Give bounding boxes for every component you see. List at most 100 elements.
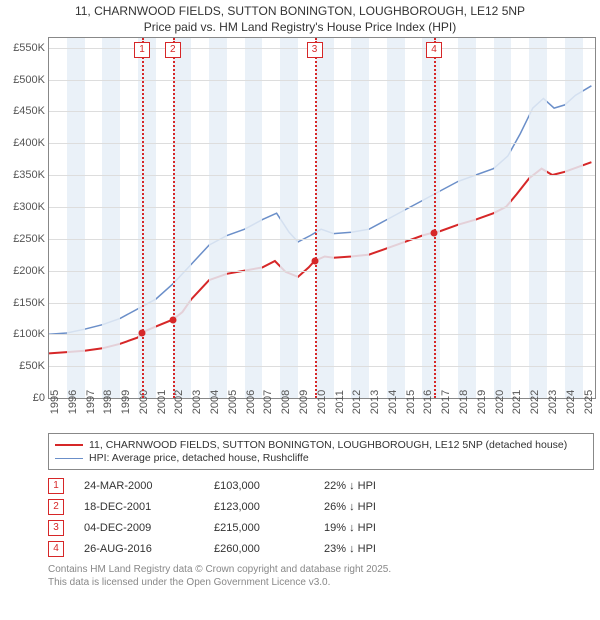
gridline	[49, 366, 595, 367]
sale-event-line	[434, 38, 436, 398]
footer-line-1: Contains HM Land Registry data © Crown c…	[48, 563, 594, 576]
year-band	[494, 38, 512, 398]
footer-line-2: This data is licensed under the Open Gov…	[48, 576, 594, 589]
x-axis-label: 2023	[547, 390, 559, 414]
sale-event-dot	[431, 229, 438, 236]
sale-date: 18-DEC-2001	[84, 501, 194, 513]
x-axis-label: 2001	[156, 390, 168, 414]
x-axis-label: 2022	[529, 390, 541, 414]
title-line-1: 11, CHARNWOOD FIELDS, SUTTON BONINGTON, …	[6, 4, 594, 20]
x-axis-label: 2016	[422, 390, 434, 414]
sale-price: £123,000	[214, 501, 304, 513]
y-axis-label: £550K	[13, 42, 45, 54]
x-axis-label: 2010	[316, 390, 328, 414]
y-axis-label: £400K	[13, 137, 45, 149]
x-axis-label: 2020	[494, 390, 506, 414]
gridline	[49, 111, 595, 112]
sale-marker-icon: 3	[48, 520, 64, 536]
sales-row: 3 04-DEC-2009 £215,000 19% ↓ HPI	[48, 520, 594, 536]
gridline	[49, 80, 595, 81]
year-band	[138, 38, 156, 398]
sales-row: 2 18-DEC-2001 £123,000 26% ↓ HPI	[48, 499, 594, 515]
year-band	[209, 38, 227, 398]
attribution-footer: Contains HM Land Registry data © Crown c…	[48, 563, 594, 589]
sale-price: £103,000	[214, 480, 304, 492]
x-axis-label: 2013	[369, 390, 381, 414]
chart-container: 11, CHARNWOOD FIELDS, SUTTON BONINGTON, …	[0, 0, 600, 589]
sale-price: £260,000	[214, 543, 304, 555]
year-band	[458, 38, 476, 398]
year-band	[67, 38, 85, 398]
sale-date: 26-AUG-2016	[84, 543, 194, 555]
year-band	[173, 38, 191, 398]
y-axis-label: £0	[33, 392, 45, 404]
legend-item: 11, CHARNWOOD FIELDS, SUTTON BONINGTON, …	[55, 439, 587, 451]
x-axis-label: 2017	[440, 390, 452, 414]
sale-hpi-delta: 23% ↓ HPI	[324, 543, 414, 555]
legend-swatch	[55, 458, 83, 459]
x-axis-label: 2015	[405, 390, 417, 414]
year-band	[422, 38, 440, 398]
sale-event-dot	[311, 258, 318, 265]
x-axis-label: 2005	[227, 390, 239, 414]
sale-event-dot	[139, 329, 146, 336]
gridline	[49, 303, 595, 304]
sale-hpi-delta: 22% ↓ HPI	[324, 480, 414, 492]
chart-titles: 11, CHARNWOOD FIELDS, SUTTON BONINGTON, …	[0, 0, 600, 37]
sale-date: 24-MAR-2000	[84, 480, 194, 492]
x-axis-label: 2011	[334, 390, 346, 414]
sale-hpi-delta: 19% ↓ HPI	[324, 522, 414, 534]
x-axis-label: 1998	[102, 390, 114, 414]
sale-date: 04-DEC-2009	[84, 522, 194, 534]
x-axis-label: 1996	[67, 390, 79, 414]
y-axis-label: £350K	[13, 169, 45, 181]
x-axis-label: 2018	[458, 390, 470, 414]
sale-price: £215,000	[214, 522, 304, 534]
x-axis-label: 2024	[565, 390, 577, 414]
year-band	[351, 38, 369, 398]
sale-event-line	[173, 38, 175, 398]
gridline	[49, 143, 595, 144]
x-axis-label: 2002	[173, 390, 185, 414]
y-axis-label: £300K	[13, 201, 45, 213]
x-axis-label: 2012	[351, 390, 363, 414]
sales-row: 4 26-AUG-2016 £260,000 23% ↓ HPI	[48, 541, 594, 557]
year-band	[316, 38, 334, 398]
sale-marker-icon: 4	[48, 541, 64, 557]
x-axis-label: 2004	[209, 390, 221, 414]
sales-row: 124-MAR-2000£103,00022% ↓ HPI	[48, 478, 594, 494]
sale-event-marker: 2	[165, 42, 181, 58]
plot-area: £0£50K£100K£150K£200K£250K£300K£350K£400…	[48, 37, 596, 399]
sale-event-dot	[169, 316, 176, 323]
x-axis-label: 2006	[245, 390, 257, 414]
sale-event-line	[315, 38, 317, 398]
sale-hpi-delta: 26% ↓ HPI	[324, 501, 414, 513]
y-axis-label: £500K	[13, 74, 45, 86]
x-axis-label: 2019	[476, 390, 488, 414]
gridline	[49, 334, 595, 335]
x-axis-label: 2021	[511, 390, 523, 414]
y-axis-label: £100K	[13, 328, 45, 340]
legend: 11, CHARNWOOD FIELDS, SUTTON BONINGTON, …	[48, 433, 594, 470]
y-axis-label: £250K	[13, 233, 45, 245]
sale-event-marker: 3	[307, 42, 323, 58]
gridline	[49, 207, 595, 208]
y-axis-label: £50K	[19, 360, 45, 372]
sale-event-line	[142, 38, 144, 398]
x-axis-label: 1999	[120, 390, 132, 414]
gridline	[49, 239, 595, 240]
sale-marker-icon: 2	[48, 499, 64, 515]
sale-event-marker: 1	[134, 42, 150, 58]
gridline	[49, 175, 595, 176]
legend-swatch	[55, 444, 83, 446]
legend-label: HPI: Average price, detached house, Rush…	[89, 452, 309, 464]
x-axis-label: 1997	[85, 390, 97, 414]
legend-item: HPI: Average price, detached house, Rush…	[55, 452, 587, 464]
x-axis-label: 2025	[583, 390, 595, 414]
year-band	[565, 38, 583, 398]
y-axis-label: £450K	[13, 105, 45, 117]
year-band	[102, 38, 120, 398]
title-line-2: Price paid vs. HM Land Registry's House …	[6, 20, 594, 36]
x-axis-label: 2009	[298, 390, 310, 414]
year-band	[387, 38, 405, 398]
